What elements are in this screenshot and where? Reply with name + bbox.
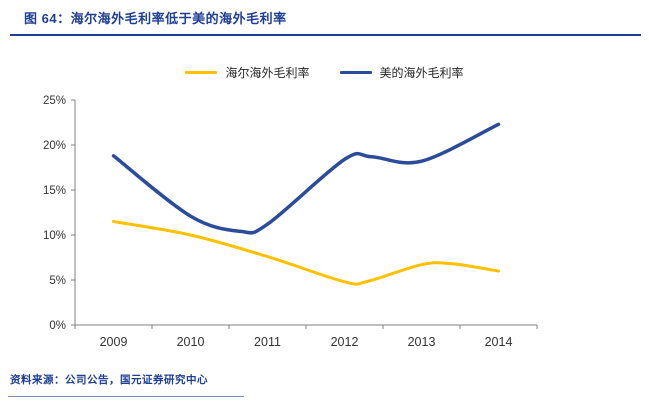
svg-text:2014: 2014 [485,335,513,349]
footer-rule [8,396,244,397]
svg-text:2013: 2013 [408,335,436,349]
haier-line-swatch [185,71,218,74]
legend-item-haier: 海尔海外毛利率 [185,64,310,81]
legend-item-midea: 美的海外毛利率 [339,64,464,81]
svg-text:15%: 15% [43,185,66,197]
svg-text:20%: 20% [43,140,66,152]
svg-text:0%: 0% [49,320,66,332]
figure-title-bar: 图 64：海尔海外毛利率低于美的海外毛利率 [10,6,641,36]
svg-text:2011: 2011 [254,335,281,349]
legend-label-haier: 海尔海外毛利率 [225,66,310,80]
legend-label-midea: 美的海外毛利率 [379,66,464,80]
svg-text:5%: 5% [49,275,66,287]
svg-text:25%: 25% [43,95,66,107]
svg-text:2010: 2010 [177,335,205,349]
svg-text:2009: 2009 [100,335,128,349]
svg-text:10%: 10% [43,230,66,242]
midea-line-swatch [339,71,372,74]
source-note: 资料来源：公司公告，国元证券研究中心 [10,374,208,386]
chart-legend: 海尔海外毛利率 美的海外毛利率 [0,64,649,81]
svg-text:2012: 2012 [331,335,359,349]
figure-title: 图 64：海尔海外毛利率低于美的海外毛利率 [24,11,287,26]
